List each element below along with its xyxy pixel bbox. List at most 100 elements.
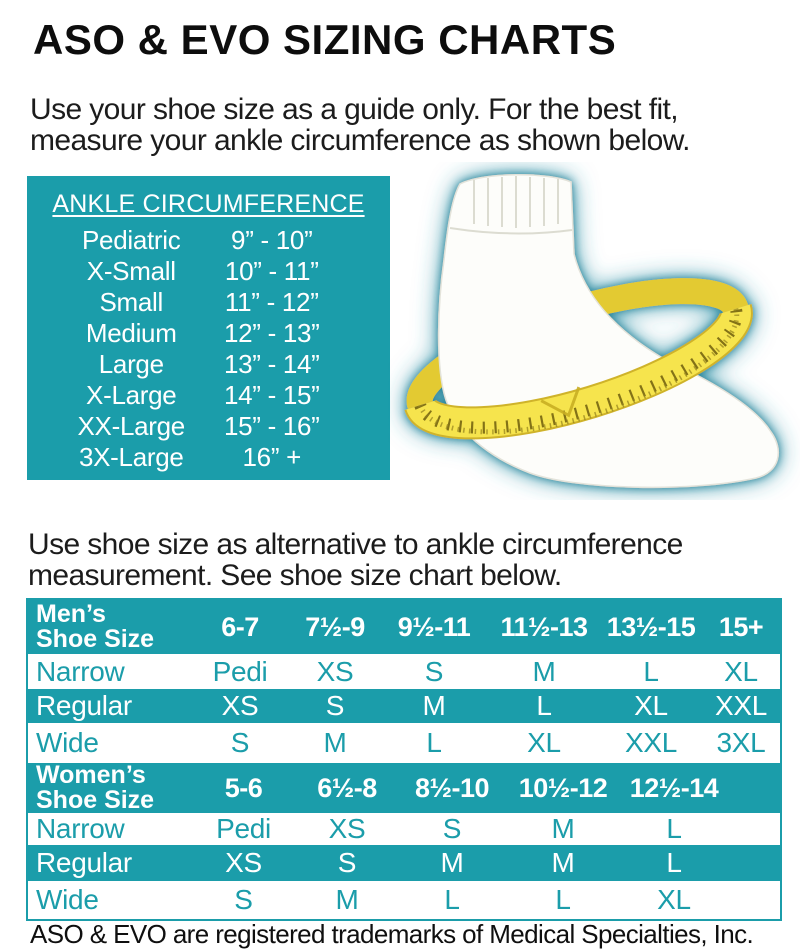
womens-header-label-text: Women’s Shoe Size — [36, 763, 154, 813]
ankle-range-value: 16” + — [242, 442, 302, 472]
shoe-size-table: Men’s Shoe Size 6-7 7½-9 9½-11 11½-13 13… — [26, 598, 782, 921]
size-cell: XXL — [714, 690, 768, 721]
ankle-size-label: Large — [98, 349, 164, 379]
mens-label-line2: Shoe Size — [36, 625, 155, 653]
ankle-size-label: Medium — [85, 318, 177, 348]
mens-table-header: Men’s Shoe Size 6-7 7½-9 9½-11 11½-13 13… — [28, 600, 780, 654]
ankle-range-value: 14” - 15” — [223, 380, 320, 410]
column-header: 10½-12 — [518, 772, 608, 803]
size-cell: XS — [328, 813, 366, 844]
size-cell: S — [442, 813, 462, 844]
size-cell: S — [230, 727, 250, 758]
size-cell: M — [532, 655, 556, 687]
column-header: 8½-10 — [414, 772, 490, 803]
size-cell: M — [323, 727, 347, 758]
size-cell: L — [555, 884, 571, 915]
ankle-range-value: 12” - 13” — [223, 318, 320, 348]
ankle-size-label: XX-Large — [77, 411, 186, 441]
size-cell: M — [551, 813, 575, 844]
size-cell: XS — [221, 690, 259, 721]
sock-cuff-ribbing — [449, 176, 573, 235]
table-row: Regular XS S M L XL XXL — [28, 689, 780, 723]
sock-measuring-tape-image — [404, 173, 779, 489]
mens-header-label-text: Men’s Shoe Size — [36, 602, 154, 652]
size-cell: M — [440, 847, 464, 878]
spacer-cell — [729, 881, 780, 919]
tape-fold-crease — [540, 386, 581, 418]
column-header: 9½-11 — [397, 611, 471, 642]
row-label: Wide — [36, 884, 99, 915]
ankle-range-value: 15” - 16” — [223, 411, 320, 441]
column-header: 11½-13 — [500, 611, 588, 642]
table-row: Narrow Pedi XS S M L — [28, 813, 780, 845]
ankle-size-label: X-Large — [86, 380, 177, 410]
womens-label-line2: Shoe Size — [36, 786, 155, 814]
size-cell: S — [234, 884, 253, 915]
mens-header-label: Men’s Shoe Size — [28, 600, 190, 654]
ankle-range-value: 13” - 14” — [223, 349, 320, 379]
ankle-circumference-panel: ANKLE CIRCUMFERENCE Pediatric 9” - 10” X… — [27, 176, 390, 480]
size-cell: XL — [724, 655, 758, 687]
ankle-size-label: X-Small — [86, 256, 176, 286]
size-cell: M — [551, 847, 575, 878]
page-title: ASO & EVO SIZING CHARTS — [33, 16, 617, 63]
ankle-size-label: 3X-Large — [78, 442, 184, 472]
teal-glow-group — [404, 173, 779, 489]
mens-label-line1: Men’s — [36, 600, 106, 628]
row-label: Narrow — [36, 655, 125, 687]
size-cell: L — [666, 847, 682, 878]
table-row: Regular XS S M M L — [28, 845, 780, 881]
ankle-chart-title: ANKLE CIRCUMFERENCE — [52, 190, 365, 218]
table-row: Wide S M L XL XXL 3XL — [28, 723, 780, 763]
size-cell: S — [424, 655, 444, 687]
ankle-range-value: 10” - 11” — [224, 256, 319, 286]
size-cell: S — [337, 847, 357, 878]
womens-label-line1: Women’s — [36, 761, 146, 789]
table-row: Narrow Pedi XS S M L XL — [28, 654, 780, 689]
row-label: Regular — [36, 847, 132, 878]
size-cell: S — [325, 690, 345, 721]
size-cell: L — [444, 884, 460, 915]
row-label: Wide — [36, 727, 99, 758]
size-cell: XS — [316, 655, 354, 687]
shoe-size-note: Use shoe size as alternative to ankle ci… — [28, 528, 683, 592]
size-cell: L — [426, 727, 442, 758]
size-cell: Pedi — [216, 813, 271, 844]
size-cell: XL — [527, 727, 561, 758]
ankle-size-label: Small — [99, 287, 163, 317]
size-cell: L — [643, 655, 659, 687]
ankle-size-label: Pediatric — [82, 225, 181, 255]
size-cell: XS — [225, 847, 262, 878]
size-cell: M — [335, 884, 359, 915]
size-cell: XXL — [624, 727, 678, 758]
column-header: 12½-14 — [629, 772, 719, 803]
ankle-chart-rows: Pediatric 9” - 10” X-Small 10” - 11” Sma… — [27, 223, 390, 473]
column-header: 7½-9 — [305, 611, 365, 642]
intro-text: Use your shoe size as a guide only. For … — [30, 93, 690, 157]
size-cell: L — [536, 690, 552, 721]
size-cell: 3XL — [716, 727, 766, 758]
tape-minor-ticks — [417, 308, 740, 435]
womens-header-label: Women’s Shoe Size — [28, 763, 190, 813]
column-header: 6-7 — [221, 611, 259, 642]
row-label: Regular — [36, 690, 132, 721]
ankle-range-value: 9” - 10” — [231, 225, 313, 255]
size-cell: XL — [657, 884, 691, 915]
size-cell: L — [666, 813, 682, 844]
size-cell: Pedi — [212, 655, 268, 687]
womens-table-header: Women’s Shoe Size 5-6 6½-8 8½-10 10½-12 … — [28, 763, 780, 813]
ankle-range-value: 11” - 12” — [224, 287, 319, 317]
column-header: 6½-8 — [317, 772, 377, 803]
measuring-tape-front — [404, 304, 753, 440]
table-row: Wide S M L L XL — [28, 881, 780, 919]
size-cell: XL — [634, 690, 668, 721]
spacer-cell — [729, 813, 780, 845]
column-header: 13½-15 — [606, 611, 696, 642]
spacer-cell — [729, 845, 780, 881]
column-header: 5-6 — [224, 772, 263, 803]
size-cell: M — [422, 690, 446, 721]
column-header: 15+ — [718, 611, 764, 642]
row-label: Narrow — [36, 813, 125, 844]
spacer-cell — [729, 763, 780, 813]
